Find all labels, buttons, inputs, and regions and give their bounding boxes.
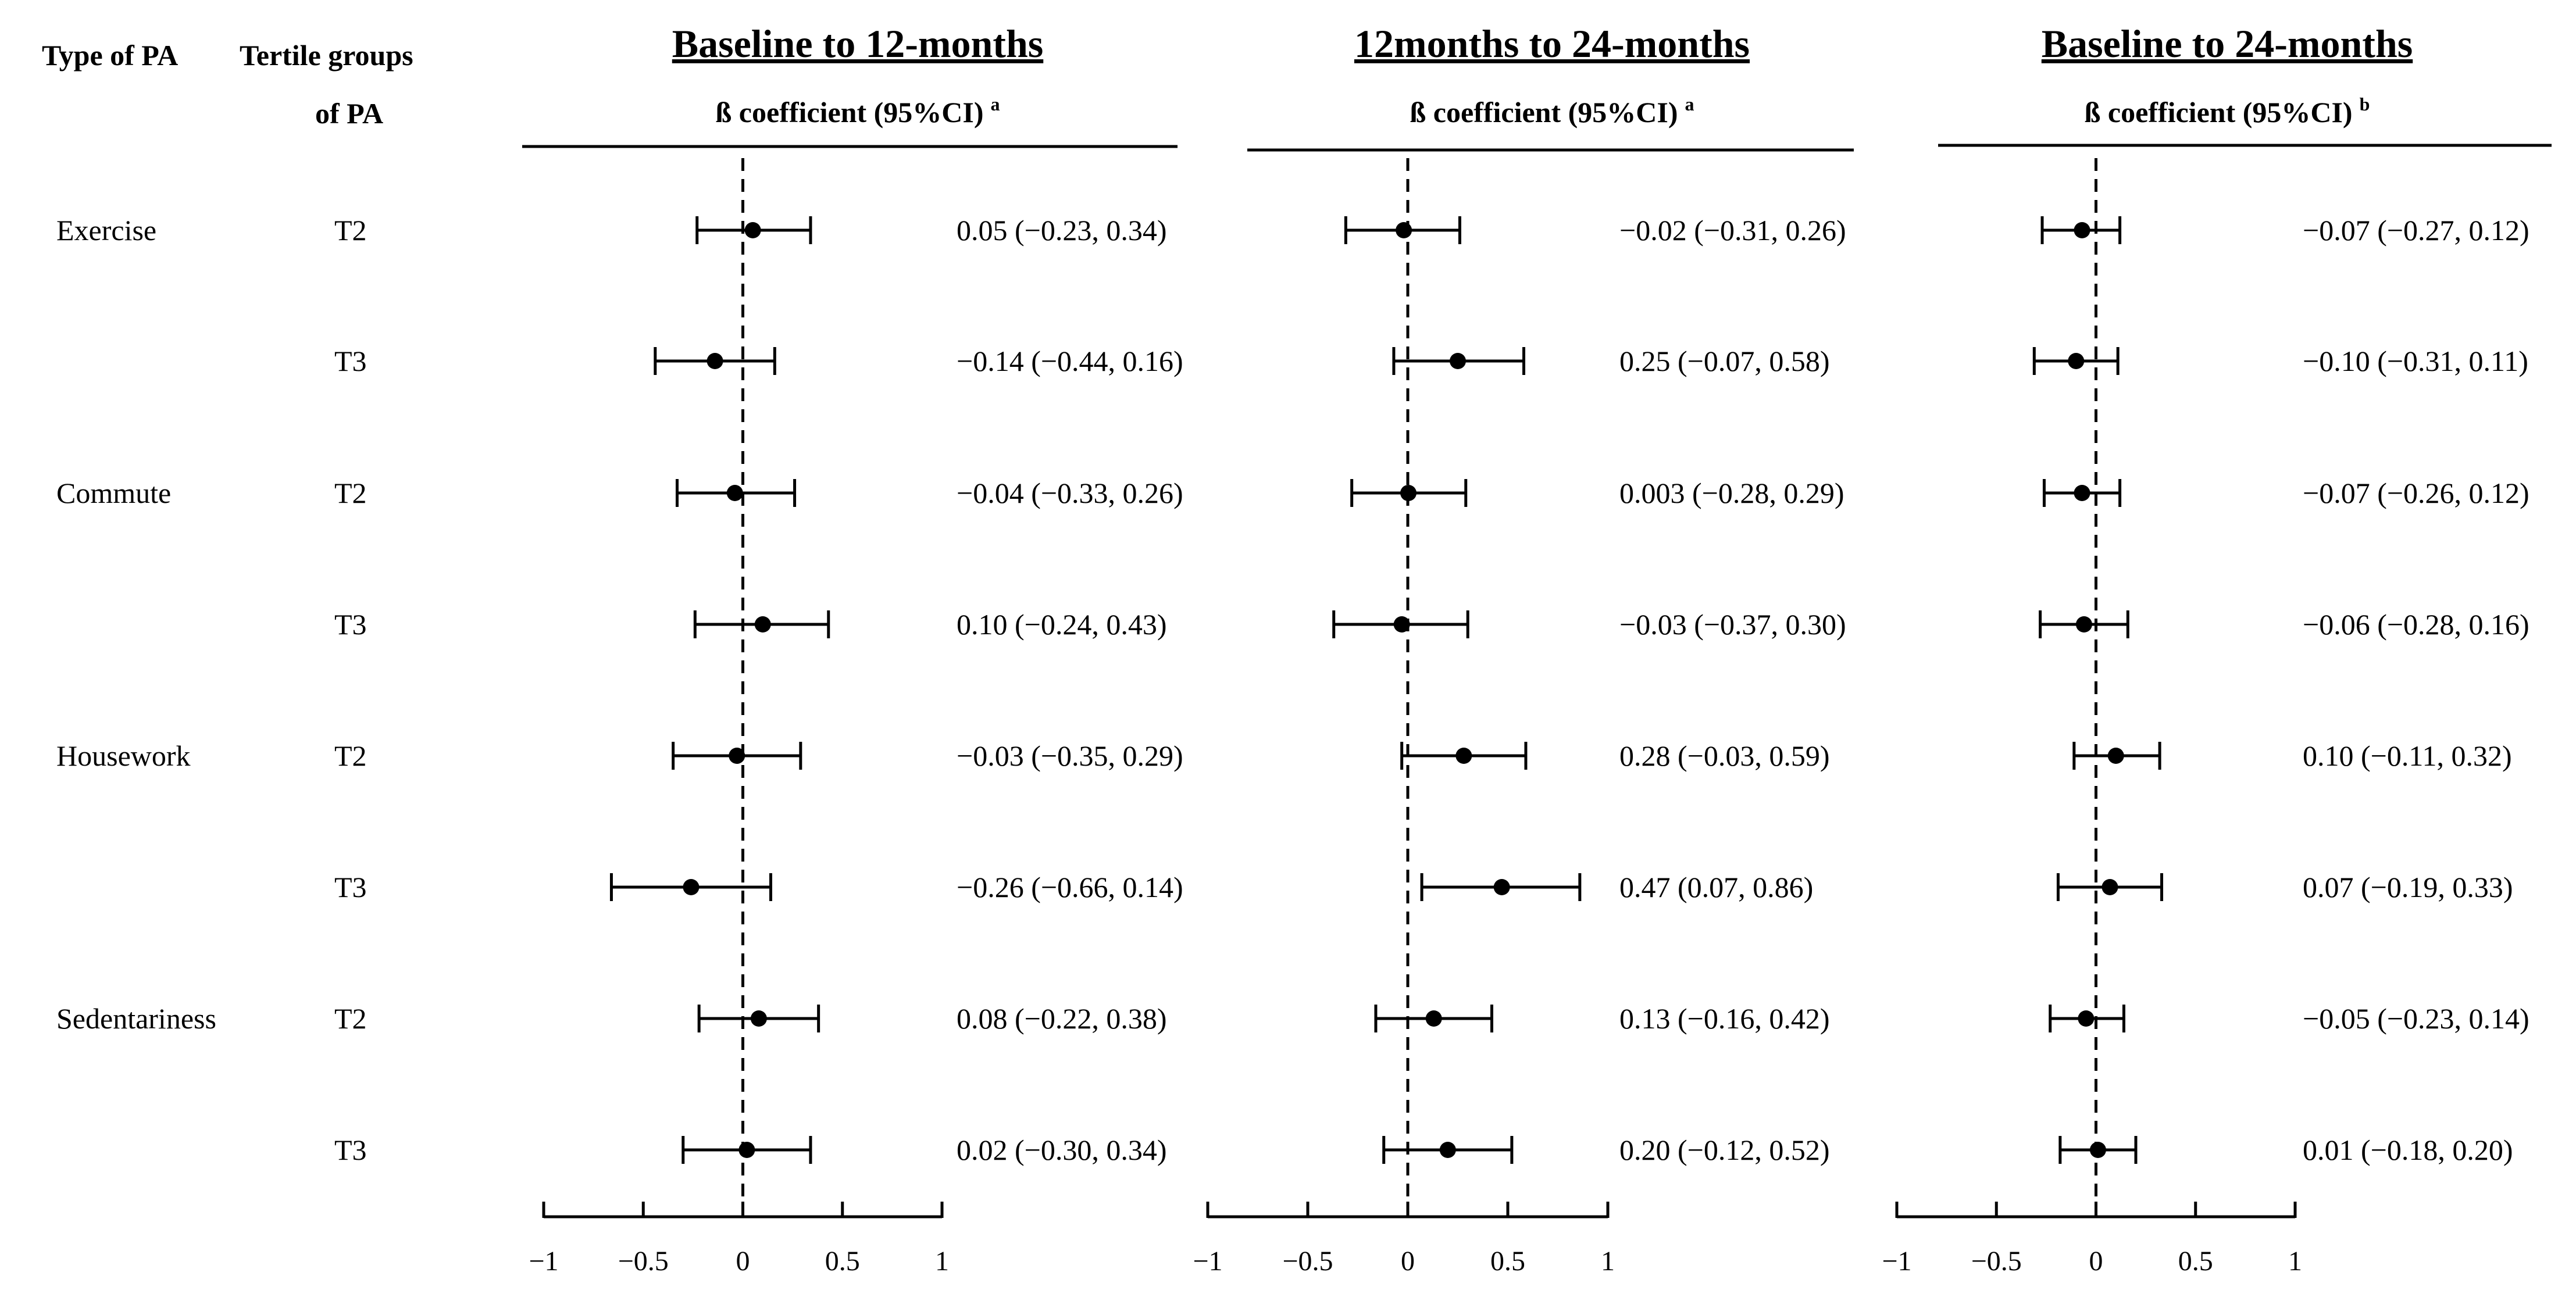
x-tick-label: −0.5 [1282,1246,1333,1277]
tertile-label: T2 [334,477,367,509]
pa-type-label: Housework [56,739,191,772]
estimate-label: 0.10 (−0.24, 0.43) [957,608,1167,641]
estimate-label: 0.003 (−0.28, 0.29) [1619,477,1844,509]
tertile-label: T2 [334,214,367,246]
estimate-label: −0.05 (−0.23, 0.14) [2303,1002,2529,1035]
point-estimate [744,222,761,238]
header-type-of-pa: Type of PA [42,39,178,72]
point-estimate [1400,485,1417,501]
point-estimate [750,1010,767,1027]
point-estimate [738,1142,755,1158]
point-estimate [1493,879,1510,895]
point-estimate [2075,616,2092,633]
estimate-label: 0.01 (−0.18, 0.20) [2303,1134,2513,1166]
estimate-label: 0.13 (−0.16, 0.42) [1619,1002,1830,1035]
panel-2-title: 12months to 24-months [1354,22,1750,66]
point-estimate [2102,879,2118,895]
estimate-label: −0.26 (−0.66, 0.14) [957,871,1183,903]
point-estimate [2107,748,2124,764]
panel-1: Baseline to 12-months ß coefficient (95%… [522,22,1178,148]
x-tick-label: −1 [529,1246,558,1277]
estimate-label: −0.14 (−0.44, 0.16) [957,345,1183,377]
header-tertile-line2: of PA [315,97,383,130]
panel-3: Baseline to 24-months ß coefficient (95%… [1938,22,2552,147]
point-estimate [1450,353,1466,369]
tertile-label: T3 [334,345,367,377]
panel-2: 12months to 24-months ß coefficient (95%… [1247,22,1854,152]
estimate-label: 0.05 (−0.23, 0.34) [957,214,1167,246]
pa-type-label: Exercise [56,214,156,246]
estimate-label: −0.10 (−0.31, 0.11) [2303,345,2528,377]
x-tick-label: −1 [1882,1246,1911,1277]
point-estimate [729,748,745,764]
estimate-label: 0.28 (−0.03, 0.59) [1619,739,1830,772]
estimate-label: −0.03 (−0.35, 0.29) [957,739,1183,772]
x-tick-label: 1 [2288,1246,2302,1277]
x-tick-label: 0.5 [2178,1246,2213,1277]
tertile-label: T2 [334,739,367,772]
point-estimate [2074,222,2090,238]
point-estimate [1396,222,1412,238]
panel-1-title: Baseline to 12-months [672,22,1043,66]
estimate-label: 0.10 (−0.11, 0.32) [2303,739,2512,772]
estimate-label: 0.02 (−0.30, 0.34) [957,1134,1167,1166]
point-estimate [1425,1010,1442,1027]
tertile-label: T3 [334,1134,367,1166]
header-tertile-line1: Tertile groups [240,39,413,72]
pa-type-label: Sedentariness [56,1002,216,1035]
estimate-label: 0.08 (−0.22, 0.38) [957,1002,1167,1035]
estimate-label: −0.02 (−0.31, 0.26) [1619,214,1846,246]
x-tick-label: −0.5 [1971,1246,2022,1277]
point-estimate [754,616,771,633]
point-estimate [2078,1010,2095,1027]
pa-type-label: Commute [56,477,171,509]
panel-3-title: Baseline to 24-months [2042,22,2413,66]
tertile-label: T3 [334,871,367,903]
tertile-label: T2 [334,1002,367,1035]
estimate-label: 0.20 (−0.12, 0.52) [1619,1134,1830,1166]
estimate-label: −0.07 (−0.27, 0.12) [2303,214,2529,246]
x-tick-label: 0.5 [1490,1246,1525,1277]
point-estimate [1393,616,1410,633]
point-estimate [707,353,723,369]
x-tick-label: −0.5 [618,1246,669,1277]
x-tick-label: 1 [1601,1246,1615,1277]
estimate-label: 0.07 (−0.19, 0.33) [2303,871,2513,903]
plot-marks: Exercise T2 T3 Commute T2 T3 Housework T2 T3 Sede… [56,158,2529,1277]
point-estimate [1455,748,1472,764]
point-estimate [2074,485,2090,501]
x-tick-label: 0 [736,1246,750,1277]
x-tick-label: 1 [935,1246,949,1277]
estimate-label: −0.04 (−0.33, 0.26) [957,477,1183,509]
x-tick-label: 0 [1401,1246,1415,1277]
point-estimate [726,485,743,501]
point-estimate [683,879,700,895]
x-tick-label: −1 [1193,1246,1222,1277]
point-estimate [1439,1142,1456,1158]
estimate-label: 0.25 (−0.07, 0.58) [1619,345,1830,377]
estimate-label: −0.03 (−0.37, 0.30) [1619,608,1846,641]
panel-2-subtitle: ß coefficient (95%CI) a [1410,94,1694,128]
estimate-label: −0.07 (−0.26, 0.12) [2303,477,2529,509]
x-tick-label: 0.5 [825,1246,860,1277]
panel-1-subtitle: ß coefficient (95%CI) a [716,94,1000,128]
tertile-label: T3 [334,608,367,641]
estimate-label: −0.06 (−0.28, 0.16) [2303,608,2529,641]
panel-3-subtitle: ß coefficient (95%CI) b [2085,94,2370,128]
point-estimate [2089,1142,2106,1158]
x-tick-label: 0 [2089,1246,2103,1277]
estimate-label: 0.47 (0.07, 0.86) [1619,871,1813,903]
point-estimate [2068,353,2085,369]
